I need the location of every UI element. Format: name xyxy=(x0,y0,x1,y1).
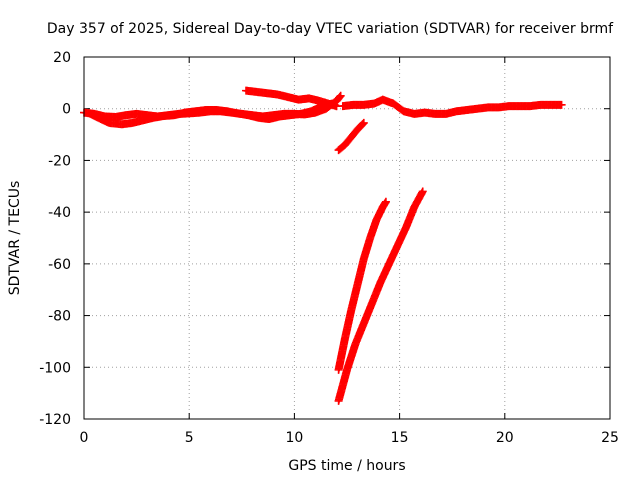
x-tick-label: 10 xyxy=(285,430,303,446)
y-tick-label: -100 xyxy=(39,360,71,376)
series-main-track-b xyxy=(86,99,341,129)
y-tick-label: -80 xyxy=(48,309,71,325)
data-point xyxy=(336,91,345,100)
series-steep-track-1 xyxy=(334,197,390,374)
x-tick-label: 5 xyxy=(185,430,194,446)
x-tick-label: 0 xyxy=(80,430,89,446)
x-axis-label: GPS time / hours xyxy=(288,458,405,474)
data-layer xyxy=(80,86,566,405)
y-axis-label: SDTVAR / TECUs xyxy=(7,181,23,296)
series-short-descent xyxy=(334,118,368,155)
series-steep-track-2 xyxy=(334,187,427,405)
y-tick-label: -40 xyxy=(48,205,71,221)
x-tick-label: 20 xyxy=(496,430,514,446)
y-tick-label: -120 xyxy=(39,412,71,428)
y-tick-label: -60 xyxy=(48,257,71,273)
data-point xyxy=(358,120,367,129)
data-point xyxy=(557,100,566,109)
data-point xyxy=(418,187,427,196)
data-point xyxy=(335,92,344,101)
chart-title: Day 357 of 2025, Sidereal Day-to-day VTE… xyxy=(47,21,614,37)
y-tick-label: -20 xyxy=(48,153,71,169)
data-point xyxy=(381,197,390,206)
series-late-track xyxy=(338,95,566,118)
series-upper-track xyxy=(242,86,341,111)
y-tick-label: 20 xyxy=(53,50,71,66)
x-tick-label: 15 xyxy=(391,430,409,446)
y-tick-label: 0 xyxy=(62,102,71,118)
x-tick-label: 25 xyxy=(601,430,619,446)
plot-frame xyxy=(83,56,611,420)
data-point xyxy=(359,118,368,127)
data-point xyxy=(358,119,367,128)
